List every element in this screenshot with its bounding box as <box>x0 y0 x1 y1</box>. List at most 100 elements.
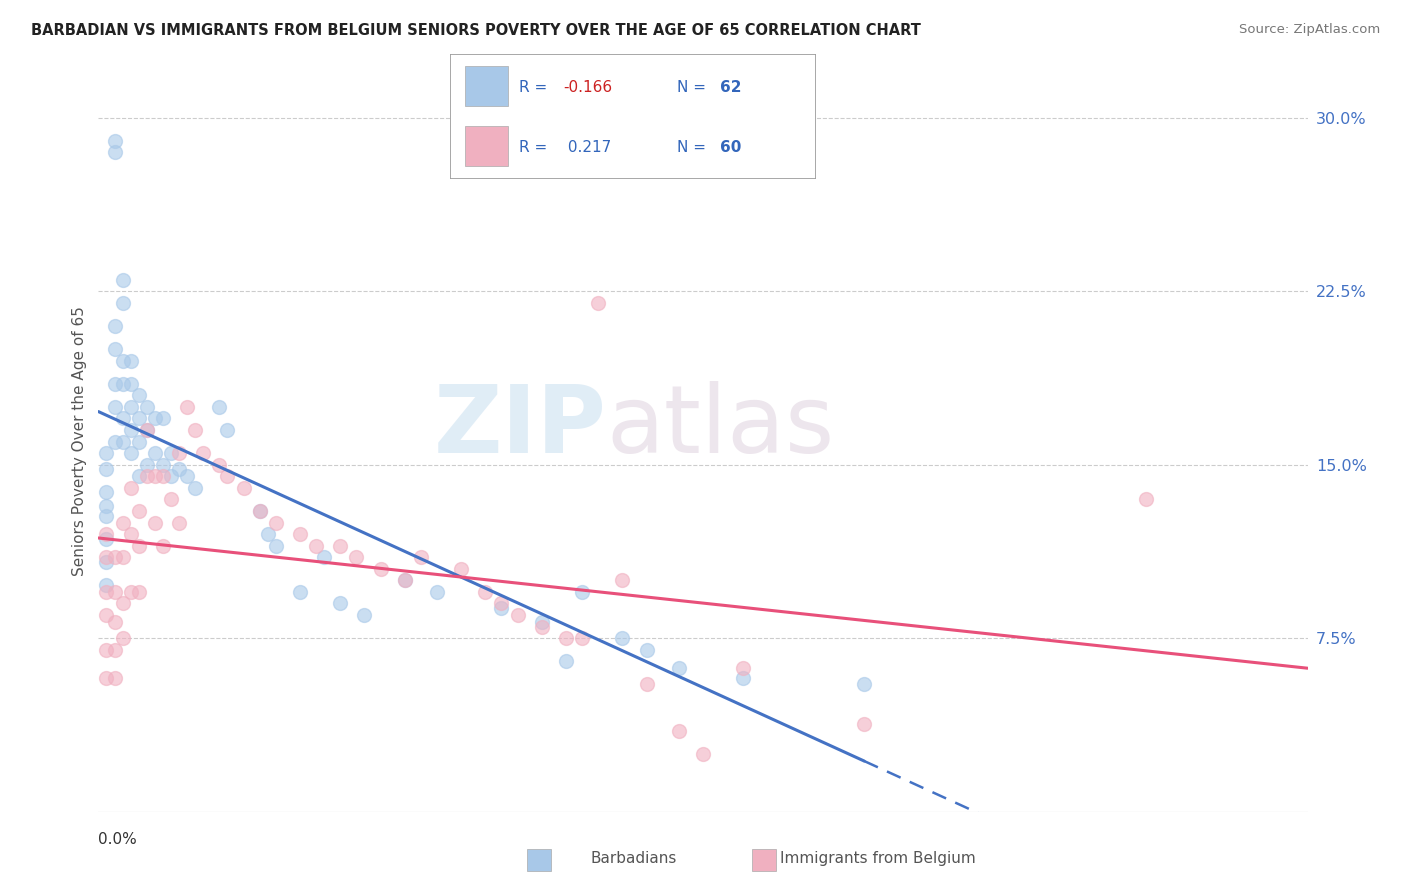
Point <box>128 469 150 483</box>
Point <box>120 376 142 391</box>
Point <box>120 400 142 414</box>
Text: Immigrants from Belgium: Immigrants from Belgium <box>780 851 976 865</box>
Point <box>305 539 328 553</box>
Point <box>111 516 134 530</box>
Point <box>853 716 876 731</box>
Text: ZIP: ZIP <box>433 381 606 473</box>
Point <box>103 671 125 685</box>
Y-axis label: Seniors Poverty Over the Age of 65: Seniors Poverty Over the Age of 65 <box>72 307 87 576</box>
Point <box>344 550 367 565</box>
Point <box>103 585 125 599</box>
Point <box>232 481 254 495</box>
Point <box>692 747 714 761</box>
Point <box>256 527 278 541</box>
Point <box>370 562 392 576</box>
Point <box>160 469 183 483</box>
Point <box>111 434 134 449</box>
Text: 0.217: 0.217 <box>564 140 612 154</box>
Point <box>96 500 118 514</box>
Point <box>409 550 432 565</box>
Point <box>96 578 118 592</box>
Point <box>506 608 529 623</box>
Text: 60: 60 <box>720 140 742 154</box>
Point <box>111 597 134 611</box>
Point <box>96 642 118 657</box>
Point <box>143 469 166 483</box>
Point <box>128 504 150 518</box>
Point <box>184 481 207 495</box>
Point <box>96 550 118 565</box>
Point <box>167 516 190 530</box>
Point <box>160 446 183 460</box>
Point <box>217 423 239 437</box>
Point <box>217 469 239 483</box>
FancyBboxPatch shape <box>464 126 509 166</box>
Point <box>167 446 190 460</box>
Point <box>128 434 150 449</box>
Point <box>249 504 271 518</box>
Point <box>208 400 231 414</box>
Point <box>135 423 157 437</box>
Point <box>152 469 174 483</box>
Point <box>329 597 352 611</box>
Point <box>249 504 271 518</box>
Text: Barbadians: Barbadians <box>591 851 676 865</box>
Point <box>152 458 174 472</box>
Point <box>1135 492 1157 507</box>
Point <box>329 539 352 553</box>
Point <box>668 723 690 738</box>
Point <box>586 295 609 310</box>
Point <box>96 508 118 523</box>
Point <box>120 585 142 599</box>
Point <box>96 462 118 476</box>
Point <box>668 661 690 675</box>
Point <box>128 388 150 402</box>
Point <box>135 458 157 472</box>
Point <box>96 555 118 569</box>
Point <box>288 527 311 541</box>
Point <box>353 608 375 623</box>
Point <box>135 423 157 437</box>
Point <box>636 677 658 691</box>
Point <box>120 481 142 495</box>
Text: -0.166: -0.166 <box>564 79 613 95</box>
Point <box>120 527 142 541</box>
Text: 62: 62 <box>720 79 742 95</box>
Point <box>120 423 142 437</box>
Point <box>394 574 416 588</box>
Point <box>733 671 755 685</box>
Point <box>733 661 755 675</box>
Text: N =: N = <box>676 79 710 95</box>
Point <box>96 532 118 546</box>
Point <box>96 671 118 685</box>
Point <box>167 462 190 476</box>
Point <box>96 608 118 623</box>
Point <box>103 376 125 391</box>
Point <box>530 615 553 629</box>
Point <box>612 574 634 588</box>
Point <box>128 411 150 425</box>
Point <box>394 574 416 588</box>
Point <box>193 446 215 460</box>
Point <box>853 677 876 691</box>
Point <box>426 585 449 599</box>
FancyBboxPatch shape <box>464 66 509 106</box>
Point <box>555 631 578 645</box>
Point <box>111 376 134 391</box>
Point <box>636 642 658 657</box>
Point <box>96 485 118 500</box>
Point <box>128 539 150 553</box>
Point <box>103 615 125 629</box>
Text: Source: ZipAtlas.com: Source: ZipAtlas.com <box>1240 23 1381 37</box>
Point <box>135 469 157 483</box>
Point <box>103 134 125 148</box>
Point <box>160 492 183 507</box>
Point <box>120 446 142 460</box>
Point <box>491 597 513 611</box>
Point <box>103 342 125 356</box>
Point <box>491 601 513 615</box>
Point <box>264 516 287 530</box>
Point <box>612 631 634 645</box>
Point <box>111 272 134 286</box>
Point <box>571 585 593 599</box>
